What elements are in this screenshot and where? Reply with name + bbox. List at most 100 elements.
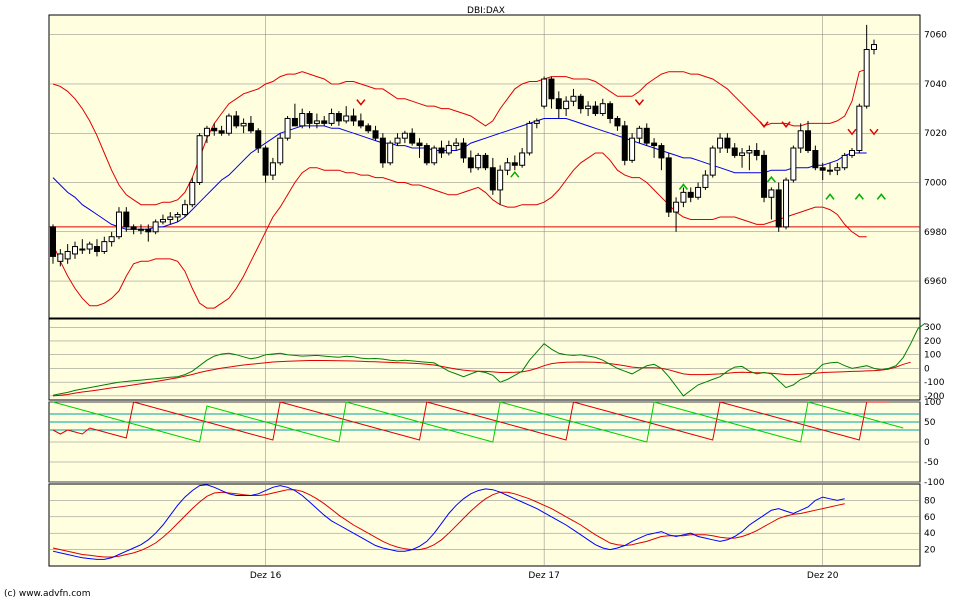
bullish-candle — [277, 137, 284, 164]
bullish-candle — [739, 152, 746, 156]
bullish-candle — [196, 135, 203, 184]
y-tick-label: -100 — [924, 478, 945, 488]
bearish-candle — [218, 130, 225, 134]
bearish-candle — [460, 142, 467, 159]
bearish-candle — [665, 157, 672, 213]
bearish-candle — [511, 162, 518, 166]
bearish-candle — [255, 130, 262, 149]
y-tick-label: 40 — [924, 529, 936, 539]
bullish-candle — [790, 147, 797, 181]
bullish-candle — [497, 169, 504, 191]
bullish-candle — [475, 154, 482, 169]
bullish-candle — [445, 145, 452, 154]
bearish-candle — [753, 149, 760, 156]
bearish-candle — [379, 137, 386, 164]
bullish-candle — [863, 48, 870, 107]
bullish-candle — [841, 154, 848, 169]
sell-signal-icon — [634, 99, 645, 106]
bullish-candle — [225, 115, 232, 134]
bullish-candle — [79, 248, 86, 251]
bullish-candle — [570, 95, 577, 102]
bullish-candle — [189, 182, 196, 206]
bullish-candle — [768, 189, 775, 198]
y-tick-label: 60 — [924, 513, 936, 523]
bullish-candle — [313, 120, 320, 124]
chart-panels: 6960698070007020704070603002001000-100-2… — [48, 14, 947, 581]
bearish-candle — [145, 228, 152, 233]
bullish-candle — [856, 105, 863, 151]
y-tick-label: 100 — [924, 398, 941, 408]
bullish-candle — [453, 142, 460, 147]
bullish-candle — [680, 191, 687, 203]
y-tick-label: 100 — [924, 351, 941, 361]
bullish-candle — [797, 130, 804, 149]
bullish-candle — [108, 236, 115, 243]
bullish-candle — [871, 44, 877, 50]
y-tick-label: 20 — [924, 546, 936, 556]
bearish-candle — [291, 117, 298, 127]
bearish-candle — [365, 125, 372, 132]
bullish-candle — [203, 127, 210, 137]
bullish-candle — [827, 169, 834, 172]
bearish-candle — [233, 115, 240, 127]
y-tick-label: -100 — [924, 378, 945, 388]
buy-signal-icon — [825, 193, 835, 200]
bearish-candle — [321, 120, 328, 124]
bearish-candle — [819, 167, 826, 171]
bullish-candle — [299, 113, 306, 127]
sell-signal-icon — [869, 128, 879, 136]
bearish-candle — [247, 122, 254, 132]
bullish-candle — [504, 162, 511, 171]
x-tick-label: Dez 17 — [528, 571, 560, 581]
bullish-candle — [526, 122, 533, 154]
bullish-candle — [519, 152, 526, 166]
bearish-candle — [438, 147, 445, 154]
bearish-candle — [335, 113, 342, 122]
bullish-candle — [541, 78, 548, 107]
bearish-candle — [211, 127, 218, 132]
bullish-candle — [849, 149, 856, 156]
x-tick-label: Dez 16 — [250, 571, 282, 581]
bullish-candle — [181, 204, 188, 216]
y-tick-label: 80 — [924, 496, 936, 506]
y-tick-label: 300 — [924, 323, 941, 333]
bearish-candle — [262, 147, 269, 176]
y-tick-label: 200 — [924, 337, 941, 347]
bearish-candle — [130, 226, 137, 230]
panel-1: 6960 6980 7000 7020 7040 7060 — [48, 14, 947, 319]
y-tick-label: -50 — [924, 458, 939, 468]
bullish-candle — [137, 228, 144, 231]
bullish-candle — [64, 250, 71, 260]
bullish-candle — [387, 142, 394, 164]
aroon-up-line — [52, 401, 904, 443]
bullish-candle — [101, 241, 108, 252]
buy-signal-icon — [854, 193, 864, 200]
bearish-candle — [731, 147, 738, 156]
bullish-candle — [673, 201, 680, 213]
moving-average-line — [52, 118, 867, 230]
panel-background — [48, 483, 921, 567]
y-tick-label: 6960 — [924, 277, 947, 287]
sell-signal-icon — [356, 99, 366, 106]
stochastic-d-line — [52, 489, 845, 558]
bearish-candle — [416, 142, 423, 147]
y-tick-label: 0 — [924, 438, 930, 448]
buy-signal-icon — [766, 175, 776, 183]
bearish-candle — [93, 246, 100, 252]
bearish-candle — [577, 95, 584, 110]
bullish-candle — [783, 179, 790, 228]
bearish-candle — [548, 78, 555, 100]
bullish-candle — [343, 115, 350, 122]
bullish-candle — [115, 211, 122, 238]
bullish-candle — [629, 137, 636, 161]
y-tick-label: -200 — [924, 392, 945, 402]
bearish-candle — [372, 130, 379, 139]
sell-signal-icon — [759, 121, 769, 128]
panel-2: 300 200 100 0 -100 -200 — [48, 318, 945, 402]
bearish-candle — [775, 189, 782, 228]
y-tick-label: 0 — [924, 364, 930, 374]
y-tick-label: 7040 — [924, 80, 947, 90]
bullish-candle — [167, 216, 174, 220]
oscillator-line — [52, 322, 926, 397]
